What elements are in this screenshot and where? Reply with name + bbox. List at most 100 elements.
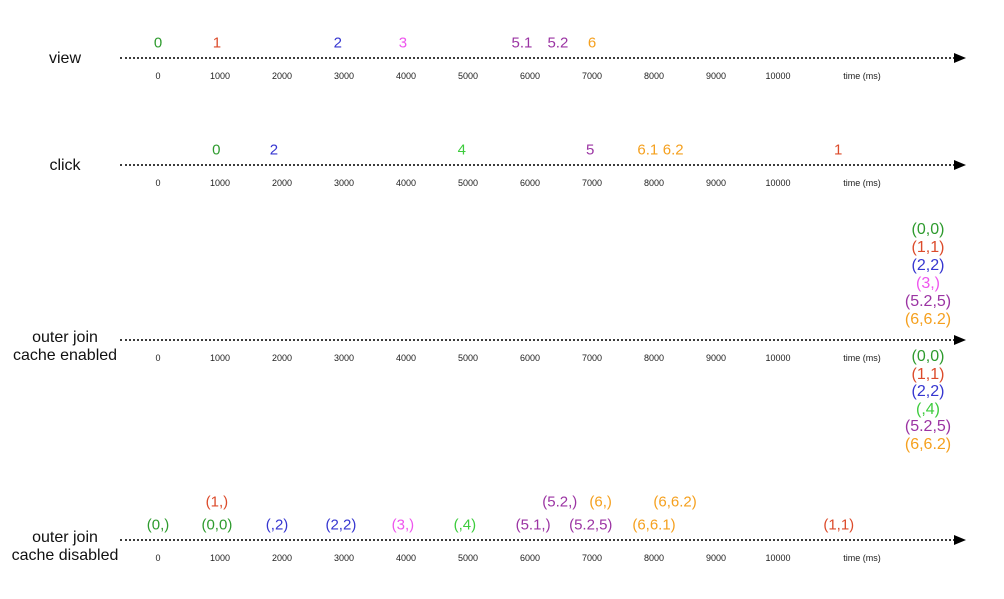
timeline-event: 2 [269,141,279,159]
timeline-event: (,2) [265,516,289,534]
axis-tick-label: 8000 [643,553,665,563]
axis-tick-label: 9000 [705,178,727,188]
axis-tick-label: 5000 [457,553,479,563]
label-line: click [49,157,81,175]
axis-tick-label: 0 [155,71,161,81]
timeline-axis-line [120,57,955,59]
timeline-event: (0,0) [201,516,233,534]
timeline-event: 6.2 [662,141,684,159]
axis-tick-label: 4000 [395,71,417,81]
axis-tick-label: 8000 [643,353,665,363]
timeline-event: 6 [587,34,597,52]
timeline-arrow-head-icon [954,53,966,63]
timeline-event: (5.2,) [542,493,578,511]
axis-tick-label: 3000 [333,553,355,563]
axis-unit-label: time (ms) [843,71,881,81]
label-line: cache disabled [11,547,119,564]
result-tuple: (5.2,5) [904,293,952,310]
timeline-event: (6,) [589,493,612,511]
axis-unit-label: time (ms) [843,178,881,188]
timeline-axis-line [120,539,955,541]
timeline-axis-line [120,339,955,341]
result-tuple: (6,6.2) [904,436,952,453]
timeline-event: (5.2,5) [569,516,613,534]
axis-tick-label: 7000 [581,553,603,563]
axis-tick-label: 1000 [209,71,231,81]
timeline-event: 5.2 [547,34,569,52]
timeline-event: (1,1) [823,516,855,534]
result-tuple: (0,0) [911,221,945,238]
result-tuple: (1,1) [911,366,945,383]
label-line: outer join [32,329,98,347]
axis-tick-label: 7000 [581,71,603,81]
timeline-event: (6,6.2) [653,493,697,511]
axis-tick-label: 0 [155,353,161,363]
axis-tick-label: 4000 [395,553,417,563]
result-tuple: (1,1) [911,239,945,256]
result-tuple: (3,) [916,275,940,292]
axis-tick-label: 2000 [271,71,293,81]
axis-tick-label: 6000 [519,71,541,81]
axis-tick-label: 7000 [581,178,603,188]
axis-tick-label: 8000 [643,71,665,81]
timeline-event: 3 [398,34,408,52]
label-line: cache enabled [12,347,118,364]
timeline-event: (,4) [453,516,477,534]
axis-tick-label: 1000 [209,553,231,563]
axis-tick-label: 5000 [457,71,479,81]
axis-tick-label: 4000 [395,353,417,363]
result-tuple: (2,2) [911,383,945,400]
axis-tick-label: 9000 [705,553,727,563]
label-line: view [48,50,82,68]
timeline-event: (1,) [205,493,229,511]
label-line: outer join [32,529,98,547]
axis-tick-label: 6000 [519,178,541,188]
axis-tick-label: 3000 [333,71,355,81]
axis-tick-label: 9000 [705,353,727,363]
timeline-arrow-head-icon [954,160,966,170]
axis-tick-label: 2000 [271,353,293,363]
timeline-join-cache-disabled-label: outer join cache disabled [12,529,119,565]
result-tuple: (2,2) [911,257,945,274]
timeline-event: 2 [333,34,342,52]
timeline-event: (2,2) [325,516,357,534]
timeline-click-label: click [49,157,80,175]
axis-tick-label: 10000 [765,353,791,363]
timeline-event: 0 [153,34,163,52]
timeline-event: 6.1 [637,141,659,159]
axis-tick-label: 1000 [209,178,231,188]
axis-tick-label: 6000 [519,553,541,563]
axis-tick-label: 5000 [457,178,479,188]
axis-tick-label: 9000 [705,71,727,81]
axis-tick-label: 1000 [209,353,231,363]
timeline-event: (0,) [146,516,170,534]
axis-tick-label: 7000 [581,353,603,363]
axis-tick-label: 2000 [271,178,293,188]
axis-tick-label: 10000 [765,71,791,81]
axis-tick-label: 10000 [765,178,791,188]
axis-tick-label: 2000 [271,553,293,563]
timeline-arrow-head-icon [954,535,966,545]
axis-unit-label: time (ms) [843,553,881,563]
timeline-event: 4 [457,141,466,159]
timeline-view-label: view [49,50,81,68]
timeline-event: 5.1 [511,34,533,52]
timeline-event: 0 [212,141,221,159]
result-tuple: (5.2,5) [904,418,952,435]
timeline-arrow-head-icon [954,335,966,345]
axis-tick-label: 3000 [333,178,355,188]
timeline-join-cache-enabled-label: outer join cache enabled [13,329,117,365]
axis-tick-label: 3000 [333,353,355,363]
axis-tick-label: 4000 [395,178,417,188]
timeline-event: 5 [585,141,595,159]
timeline-event: 1 [833,141,843,159]
result-tuple: (0,0) [911,348,945,365]
axis-tick-label: 10000 [765,553,791,563]
timeline-event: (5.1,) [515,516,551,534]
axis-tick-label: 8000 [643,178,665,188]
axis-tick-label: 0 [155,553,161,563]
timeline-event: 1 [212,34,222,52]
result-tuple: (,4) [916,401,940,418]
timeline-event: (3,) [391,516,415,534]
